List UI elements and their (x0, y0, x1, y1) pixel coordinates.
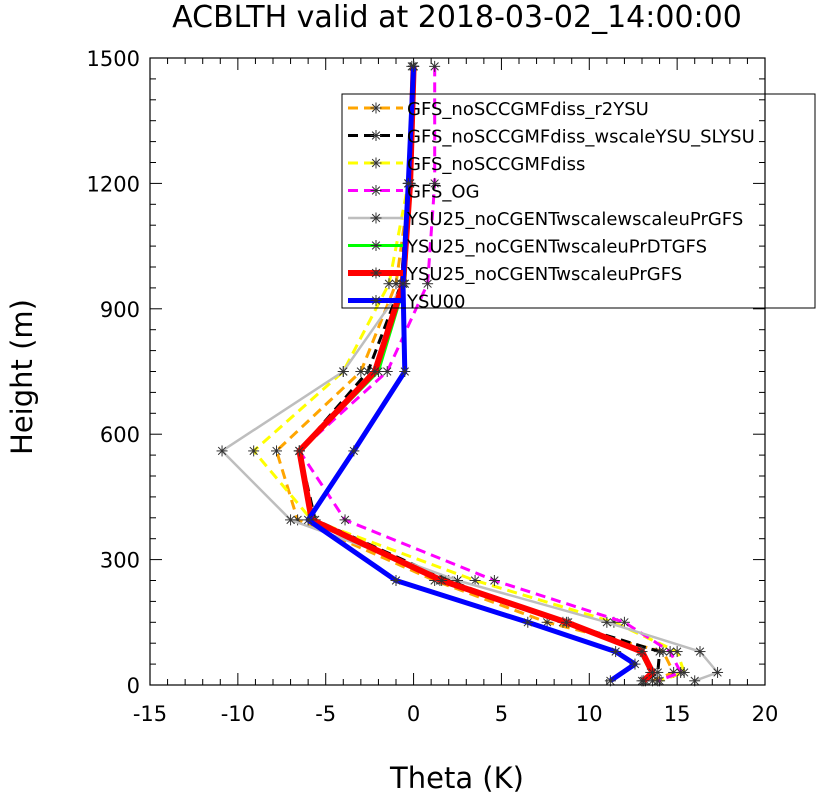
data-point (339, 514, 351, 526)
legend-entry: YSU25_noCGENTwscaleuPrDTGFS (348, 237, 707, 258)
y-tick-label: 300 (100, 549, 140, 573)
y-tick-label: 0 (127, 674, 140, 698)
data-point (337, 366, 349, 377)
x-tick-label: 10 (576, 702, 603, 726)
data-point (610, 646, 622, 658)
y-tick-label: 1500 (87, 47, 140, 71)
legend-marker (370, 130, 382, 141)
legend-label: YSU00 (406, 292, 466, 313)
legend-marker (370, 295, 382, 306)
data-point (369, 366, 381, 377)
data-point (397, 278, 409, 290)
data-point (664, 646, 676, 658)
legend-marker (370, 212, 382, 224)
data-point (522, 616, 534, 628)
y-tick-label: 1200 (87, 172, 140, 196)
data-point (488, 575, 500, 586)
x-axis-label: Theta (K) (389, 761, 524, 795)
legend-entry: YSU25_noCGENTwscalewscaleuPrGFS (348, 209, 743, 230)
data-point (402, 177, 414, 189)
legend-label: YSU25_noCGENTwscaleuPrGFS (406, 264, 682, 285)
legend-entry: GFS_OG (348, 182, 480, 203)
x-tick-label: -5 (315, 702, 336, 726)
data-point (293, 445, 305, 457)
data-point (248, 445, 260, 457)
legend-marker (370, 185, 382, 196)
plot-series (216, 60, 724, 687)
data-point (271, 445, 283, 457)
x-tick-label: 0 (407, 702, 420, 726)
legend-marker (370, 240, 382, 251)
data-point (712, 666, 724, 678)
y-tick-label: 600 (100, 423, 140, 447)
legend-marker (370, 157, 382, 169)
legend-entry: YSU25_noCGENTwscaleuPrGFS (348, 264, 682, 285)
data-point (647, 666, 659, 678)
data-point (604, 675, 616, 687)
x-tick-label: 20 (752, 702, 779, 726)
chart-title: ACBLTH valid at 2018-03-02_14:00:00 (172, 0, 742, 35)
legend-entry: YSU00 (348, 292, 466, 313)
plot-frame (149, 57, 766, 686)
data-point (383, 278, 395, 290)
data-point (694, 646, 706, 658)
legend-label: YSU25_noCGENTwscalewscaleuPrGFS (406, 209, 743, 230)
x-tick-label: -15 (133, 702, 167, 726)
series-7 (302, 60, 641, 687)
data-point (654, 646, 666, 658)
data-point (348, 445, 360, 457)
data-point (408, 60, 420, 72)
legend-marker (370, 102, 382, 114)
legend-marker (370, 267, 382, 279)
data-point (390, 575, 402, 586)
data-point (422, 278, 434, 290)
legend: GFS_noSCCGMFdiss_r2YSU GFS_noSCCGMFdiss_w… (341, 93, 816, 313)
legend-box (341, 93, 816, 309)
data-point (629, 658, 641, 670)
legend-entry: GFS_noSCCGMFdiss_wscaleYSU_SLYSU (348, 127, 755, 148)
data-point (601, 616, 613, 628)
data-point (436, 575, 448, 586)
data-point (285, 514, 297, 526)
legend-entry: GFS_noSCCGMFdiss (348, 154, 585, 175)
legend-label: YSU25_noCGENTwscaleuPrDTGFS (406, 237, 707, 258)
x-tick-label: 15 (664, 702, 691, 726)
data-point (636, 646, 648, 658)
data-point (399, 366, 411, 377)
y-axis-label: Height (m) (5, 299, 39, 455)
x-tick-label: 5 (495, 702, 508, 726)
tick-labels: -15 -10 -5 0 5 10 15 20 0 300 600 900 1200 1500 (87, 47, 779, 726)
data-point (216, 445, 228, 457)
legend-label: GFS_noSCCGMFdiss_wscaleYSU_SLYSU (407, 127, 755, 148)
legend-label: GFS_noSCCGMFdiss (407, 154, 585, 175)
data-point (618, 616, 630, 628)
x-tick-label: -10 (221, 702, 255, 726)
legend-entry: GFS_noSCCGMFdiss_r2YSU (348, 99, 649, 120)
legend-label: GFS_noSCCGMFdiss_r2YSU (407, 99, 649, 120)
data-point (429, 177, 441, 189)
data-point (381, 366, 393, 377)
y-tick-label: 900 (100, 298, 140, 322)
series-3 (293, 60, 687, 687)
data-point (675, 666, 687, 678)
data-point (560, 616, 572, 628)
data-point (302, 514, 314, 526)
data-point (429, 60, 441, 72)
legend-label: GFS_OG (407, 182, 480, 203)
